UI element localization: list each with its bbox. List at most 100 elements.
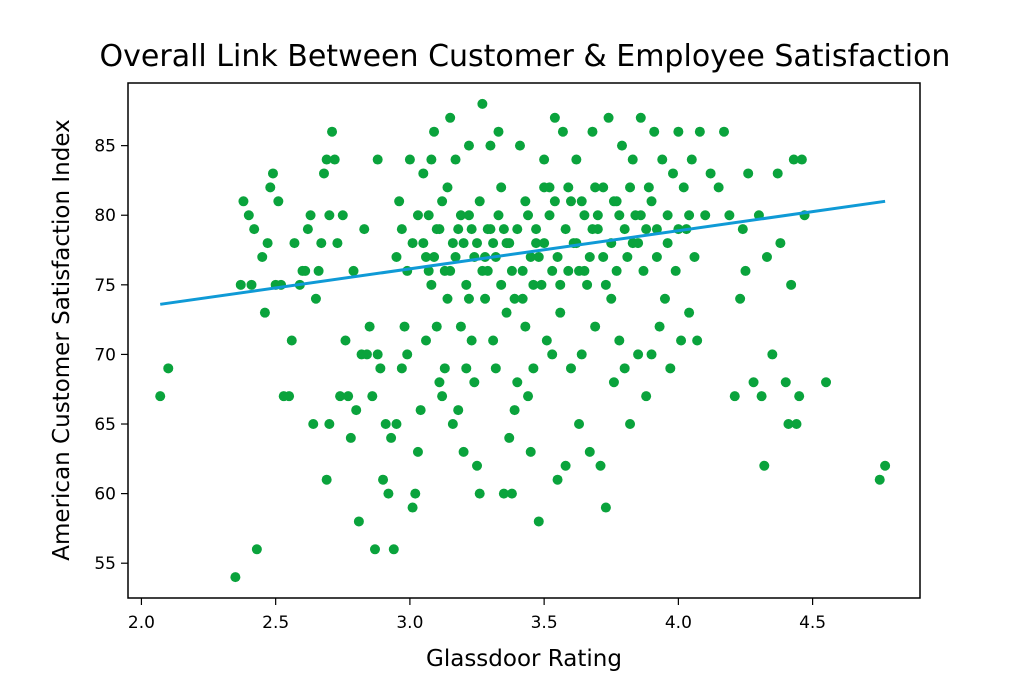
- scatter-point: [482, 265, 493, 276]
- scatter-point: [565, 196, 576, 207]
- scatter-point: [662, 238, 673, 249]
- scatter-point: [265, 182, 276, 193]
- scatter-point: [442, 293, 453, 304]
- scatter-point: [737, 224, 748, 235]
- scatter-point: [267, 168, 278, 179]
- scatter-point: [305, 210, 316, 221]
- scatter-point: [501, 307, 512, 318]
- scatter-point: [308, 419, 319, 430]
- y-tick-label: 85: [94, 137, 116, 157]
- scatter-point: [627, 154, 638, 165]
- scatter-point: [412, 210, 423, 221]
- scatter-point: [705, 168, 716, 179]
- scatter-point: [367, 391, 378, 402]
- scatter-point: [539, 238, 550, 249]
- scatter-point: [426, 154, 437, 165]
- scatter-point: [574, 419, 585, 430]
- scatter-point: [880, 460, 891, 471]
- scatter-point: [523, 210, 534, 221]
- y-tick-label: 60: [94, 485, 116, 505]
- scatter-point: [649, 126, 660, 137]
- scatter-point: [361, 349, 372, 360]
- scatter-point: [641, 391, 652, 402]
- scatter-point: [391, 251, 402, 262]
- scatter-point: [668, 168, 679, 179]
- y-axis-label: American Customer Satisfaction Index: [49, 119, 75, 560]
- scatter-point: [600, 279, 611, 290]
- scatter-point: [565, 363, 576, 374]
- scatter-point: [598, 182, 609, 193]
- scatter-point: [286, 335, 297, 346]
- scatter-point: [646, 349, 657, 360]
- scatter-points: [155, 98, 891, 583]
- scatter-point: [394, 196, 405, 207]
- scatter-point: [614, 210, 625, 221]
- x-tick-label: 3.5: [531, 613, 558, 633]
- scatter-point: [622, 251, 633, 262]
- scatter-point: [759, 460, 770, 471]
- scatter-point: [574, 265, 585, 276]
- scatter-point: [517, 293, 528, 304]
- scatter-point: [410, 488, 421, 499]
- scatter-point: [442, 182, 453, 193]
- scatter-point: [472, 460, 483, 471]
- scatter-point: [743, 168, 754, 179]
- scatter-point: [700, 210, 711, 221]
- scatter-point: [407, 238, 418, 249]
- scatter-point: [243, 210, 254, 221]
- scatter-point: [821, 377, 832, 388]
- scatter-point: [324, 419, 335, 430]
- scatter-point: [684, 210, 695, 221]
- scatter-point: [641, 224, 652, 235]
- scatter-point: [783, 419, 794, 430]
- scatter-point: [796, 154, 807, 165]
- scatter-point: [560, 224, 571, 235]
- scatter-point: [496, 182, 507, 193]
- scatter-point: [351, 405, 362, 416]
- scatter-point: [514, 140, 525, 151]
- scatter-point: [563, 265, 574, 276]
- plot-frame: [127, 82, 921, 599]
- scatter-point: [512, 377, 523, 388]
- scatter-point: [421, 251, 432, 262]
- scatter-point: [375, 363, 386, 374]
- scatter-point: [646, 196, 657, 207]
- x-axis-ticks: 2.0 2.5 3.0 3.5 4.0 4.5: [128, 598, 826, 633]
- scatter-point: [729, 391, 740, 402]
- scatter-point: [692, 335, 703, 346]
- scatter-point: [399, 321, 410, 332]
- scatter-point: [539, 154, 550, 165]
- scatter-point: [525, 446, 536, 457]
- scatter-point: [791, 419, 802, 430]
- scatter-point: [625, 419, 636, 430]
- scatter-point: [719, 126, 730, 137]
- scatter-point: [598, 251, 609, 262]
- scatter-point: [396, 224, 407, 235]
- trendline: [160, 199, 886, 306]
- scatter-point: [445, 112, 456, 123]
- y-tick-label: 75: [94, 276, 116, 296]
- x-axis-label: Glassdoor Rating: [426, 646, 622, 672]
- scatter-point: [665, 363, 676, 374]
- scatter-point: [496, 279, 507, 290]
- scatter-point: [557, 126, 568, 137]
- scatter-point: [335, 391, 346, 402]
- chart-title: Overall Link Between Customer & Employee…: [100, 39, 951, 74]
- scatter-point: [380, 419, 391, 430]
- scatter-point: [504, 432, 515, 443]
- scatter-point: [310, 293, 321, 304]
- scatter-point: [463, 293, 474, 304]
- y-tick-label: 70: [94, 345, 116, 365]
- scatter-point: [332, 238, 343, 249]
- scatter-point: [533, 516, 544, 527]
- scatter-point: [388, 544, 399, 555]
- scatter-point: [555, 307, 566, 318]
- scatter-point: [595, 460, 606, 471]
- scatter-point: [673, 126, 684, 137]
- scatter-point: [590, 182, 601, 193]
- scatter-point: [740, 265, 751, 276]
- scatter-point: [517, 265, 528, 276]
- x-tick-label: 4.5: [799, 613, 826, 633]
- scatter-point: [163, 363, 174, 374]
- scatter-point: [662, 210, 673, 221]
